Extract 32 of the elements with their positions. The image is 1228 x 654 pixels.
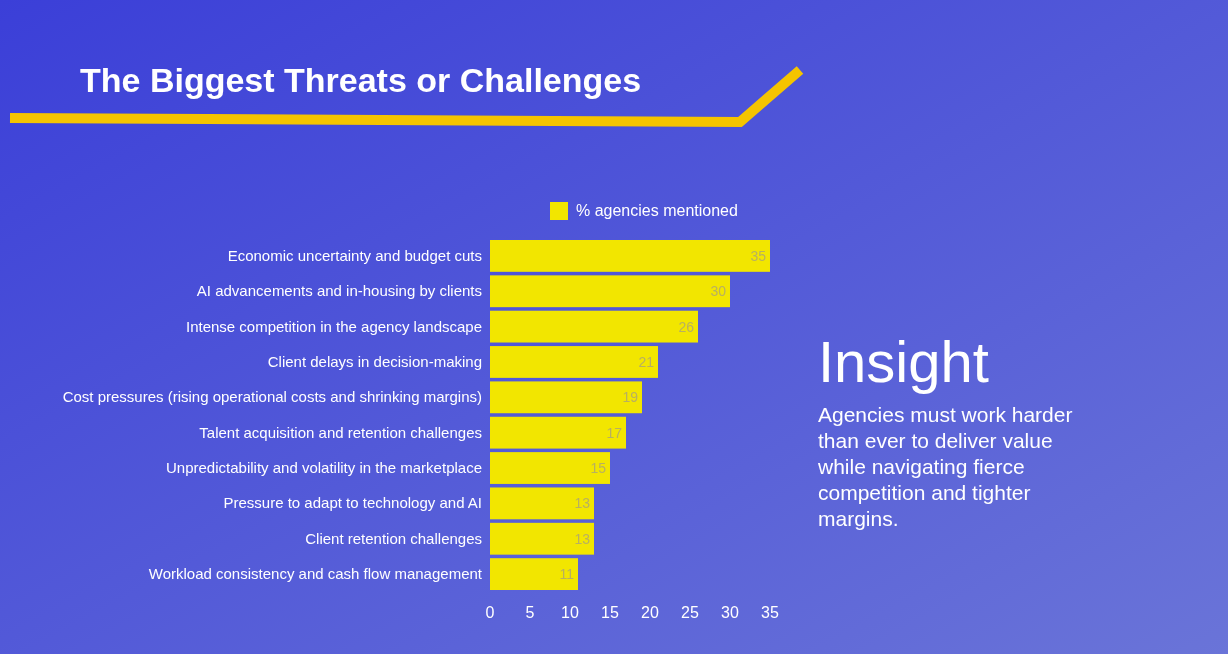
text: Insight [818, 329, 989, 394]
chart-title: The Biggest Threats or Challenges [80, 61, 642, 99]
y-tick-label: Client delays in decision-making [267, 352, 482, 370]
data-label: 35 [750, 247, 767, 264]
y-tick-label: Cost pressures (rising operational costs and shrinking margins) [62, 388, 482, 406]
y-tick-label: Economic uncertainty and budget cuts [227, 246, 482, 264]
y-tick-label: Talent acquisition and retention challenges [199, 423, 482, 441]
data-label: 19 [622, 389, 639, 406]
y-tick-label: Pressure to adapt to technology and AI [223, 494, 482, 512]
x-tick-label: 0 [485, 604, 495, 621]
x-tick-label: 15 [601, 604, 619, 621]
data-label: 17 [606, 424, 623, 441]
y-tick-label: AI advancements and in-housing by clients [196, 282, 482, 300]
data-label: 11 [559, 566, 575, 583]
y-tick-label: Workload consistency and cash flow management [148, 565, 483, 583]
data-label: 26 [678, 318, 695, 335]
x-tick-label: 5 [525, 604, 535, 621]
x-tick-label: 30 [721, 604, 739, 621]
x-tick-label: 35 [761, 604, 779, 621]
data-label: 21 [638, 353, 655, 370]
y-tick-label: Client retention challenges [305, 529, 482, 547]
y-tick-label: Unpredictability and volatility in the marketplace [166, 459, 482, 477]
data-label: 15 [590, 460, 607, 477]
y-tick-label: Intense competition in the agency landscape [185, 317, 482, 335]
data-label: 13 [574, 530, 591, 547]
x-tick-label: 10 [561, 604, 579, 621]
legend-label: % agencies mentioned [576, 202, 738, 219]
data-label: 30 [710, 283, 727, 300]
data-label: 13 [574, 495, 591, 512]
x-tick-label: 25 [681, 604, 699, 621]
x-tick-label: 20 [641, 604, 659, 621]
text: Agencies must work harder than ever to deliver value while navigating fierce competition and tighter margins. [817, 403, 1073, 530]
